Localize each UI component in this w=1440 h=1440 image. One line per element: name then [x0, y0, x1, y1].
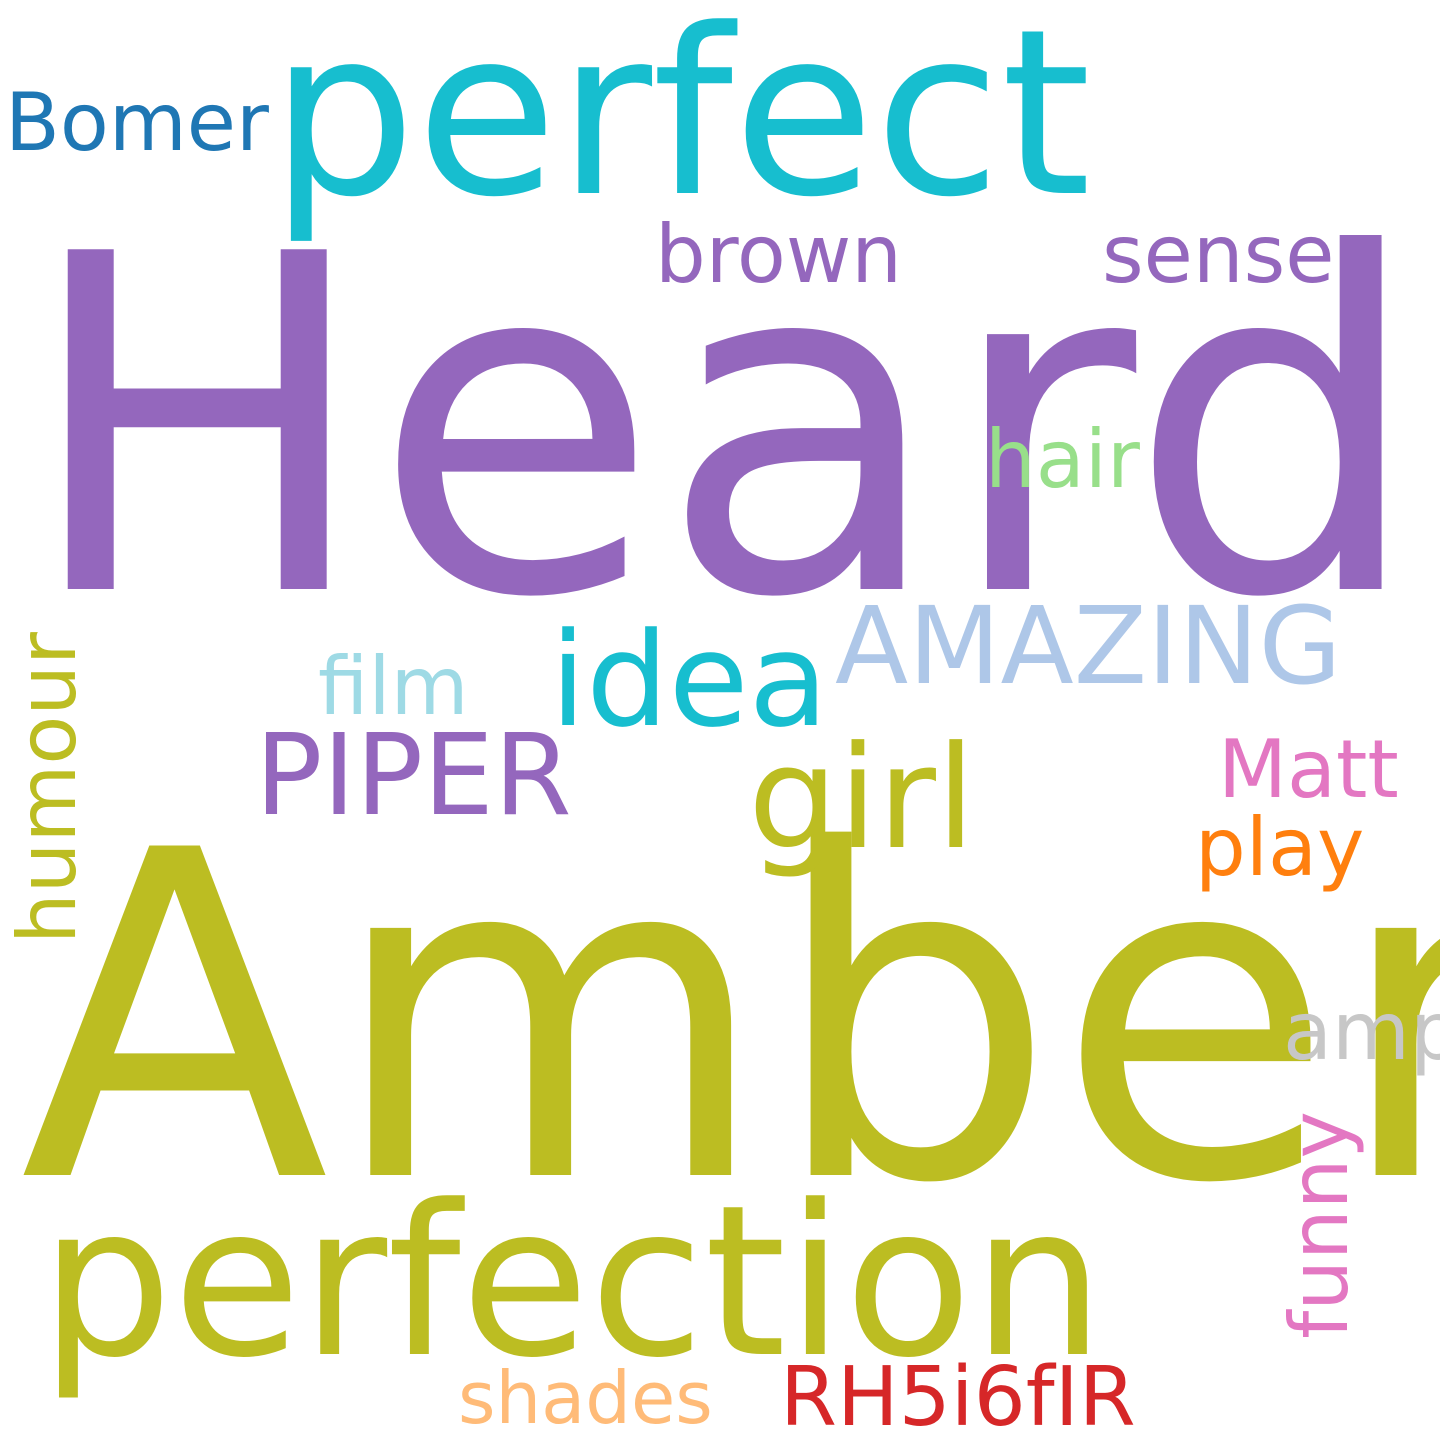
- word-hair: hair: [985, 413, 1140, 506]
- word-funny: funny: [1272, 1111, 1366, 1339]
- word-play: play: [1195, 801, 1365, 894]
- word-amber: Amber: [20, 755, 1440, 1282]
- word-sense: sense: [1102, 208, 1335, 301]
- word-bomer: Bomer: [5, 76, 269, 169]
- word-humour: humour: [0, 632, 94, 944]
- word-heard: Heard: [22, 156, 1424, 699]
- word-amazing: AMAZING: [835, 585, 1342, 709]
- word-matt: Matt: [1218, 723, 1399, 816]
- word-film: film: [318, 640, 469, 733]
- word-amp: amp: [1283, 985, 1440, 1078]
- word-perfect: perfect: [270, 0, 1092, 248]
- word-piper: PIPER: [255, 711, 572, 841]
- word-idea: idea: [550, 604, 829, 756]
- word-girl: girl: [748, 716, 976, 881]
- word-brown: brown: [655, 208, 902, 301]
- word-perfection: perfection: [40, 1161, 1105, 1404]
- word-rh5i6fir: RH5i6fIR: [780, 1350, 1136, 1440]
- word-shades: shades: [458, 1356, 713, 1440]
